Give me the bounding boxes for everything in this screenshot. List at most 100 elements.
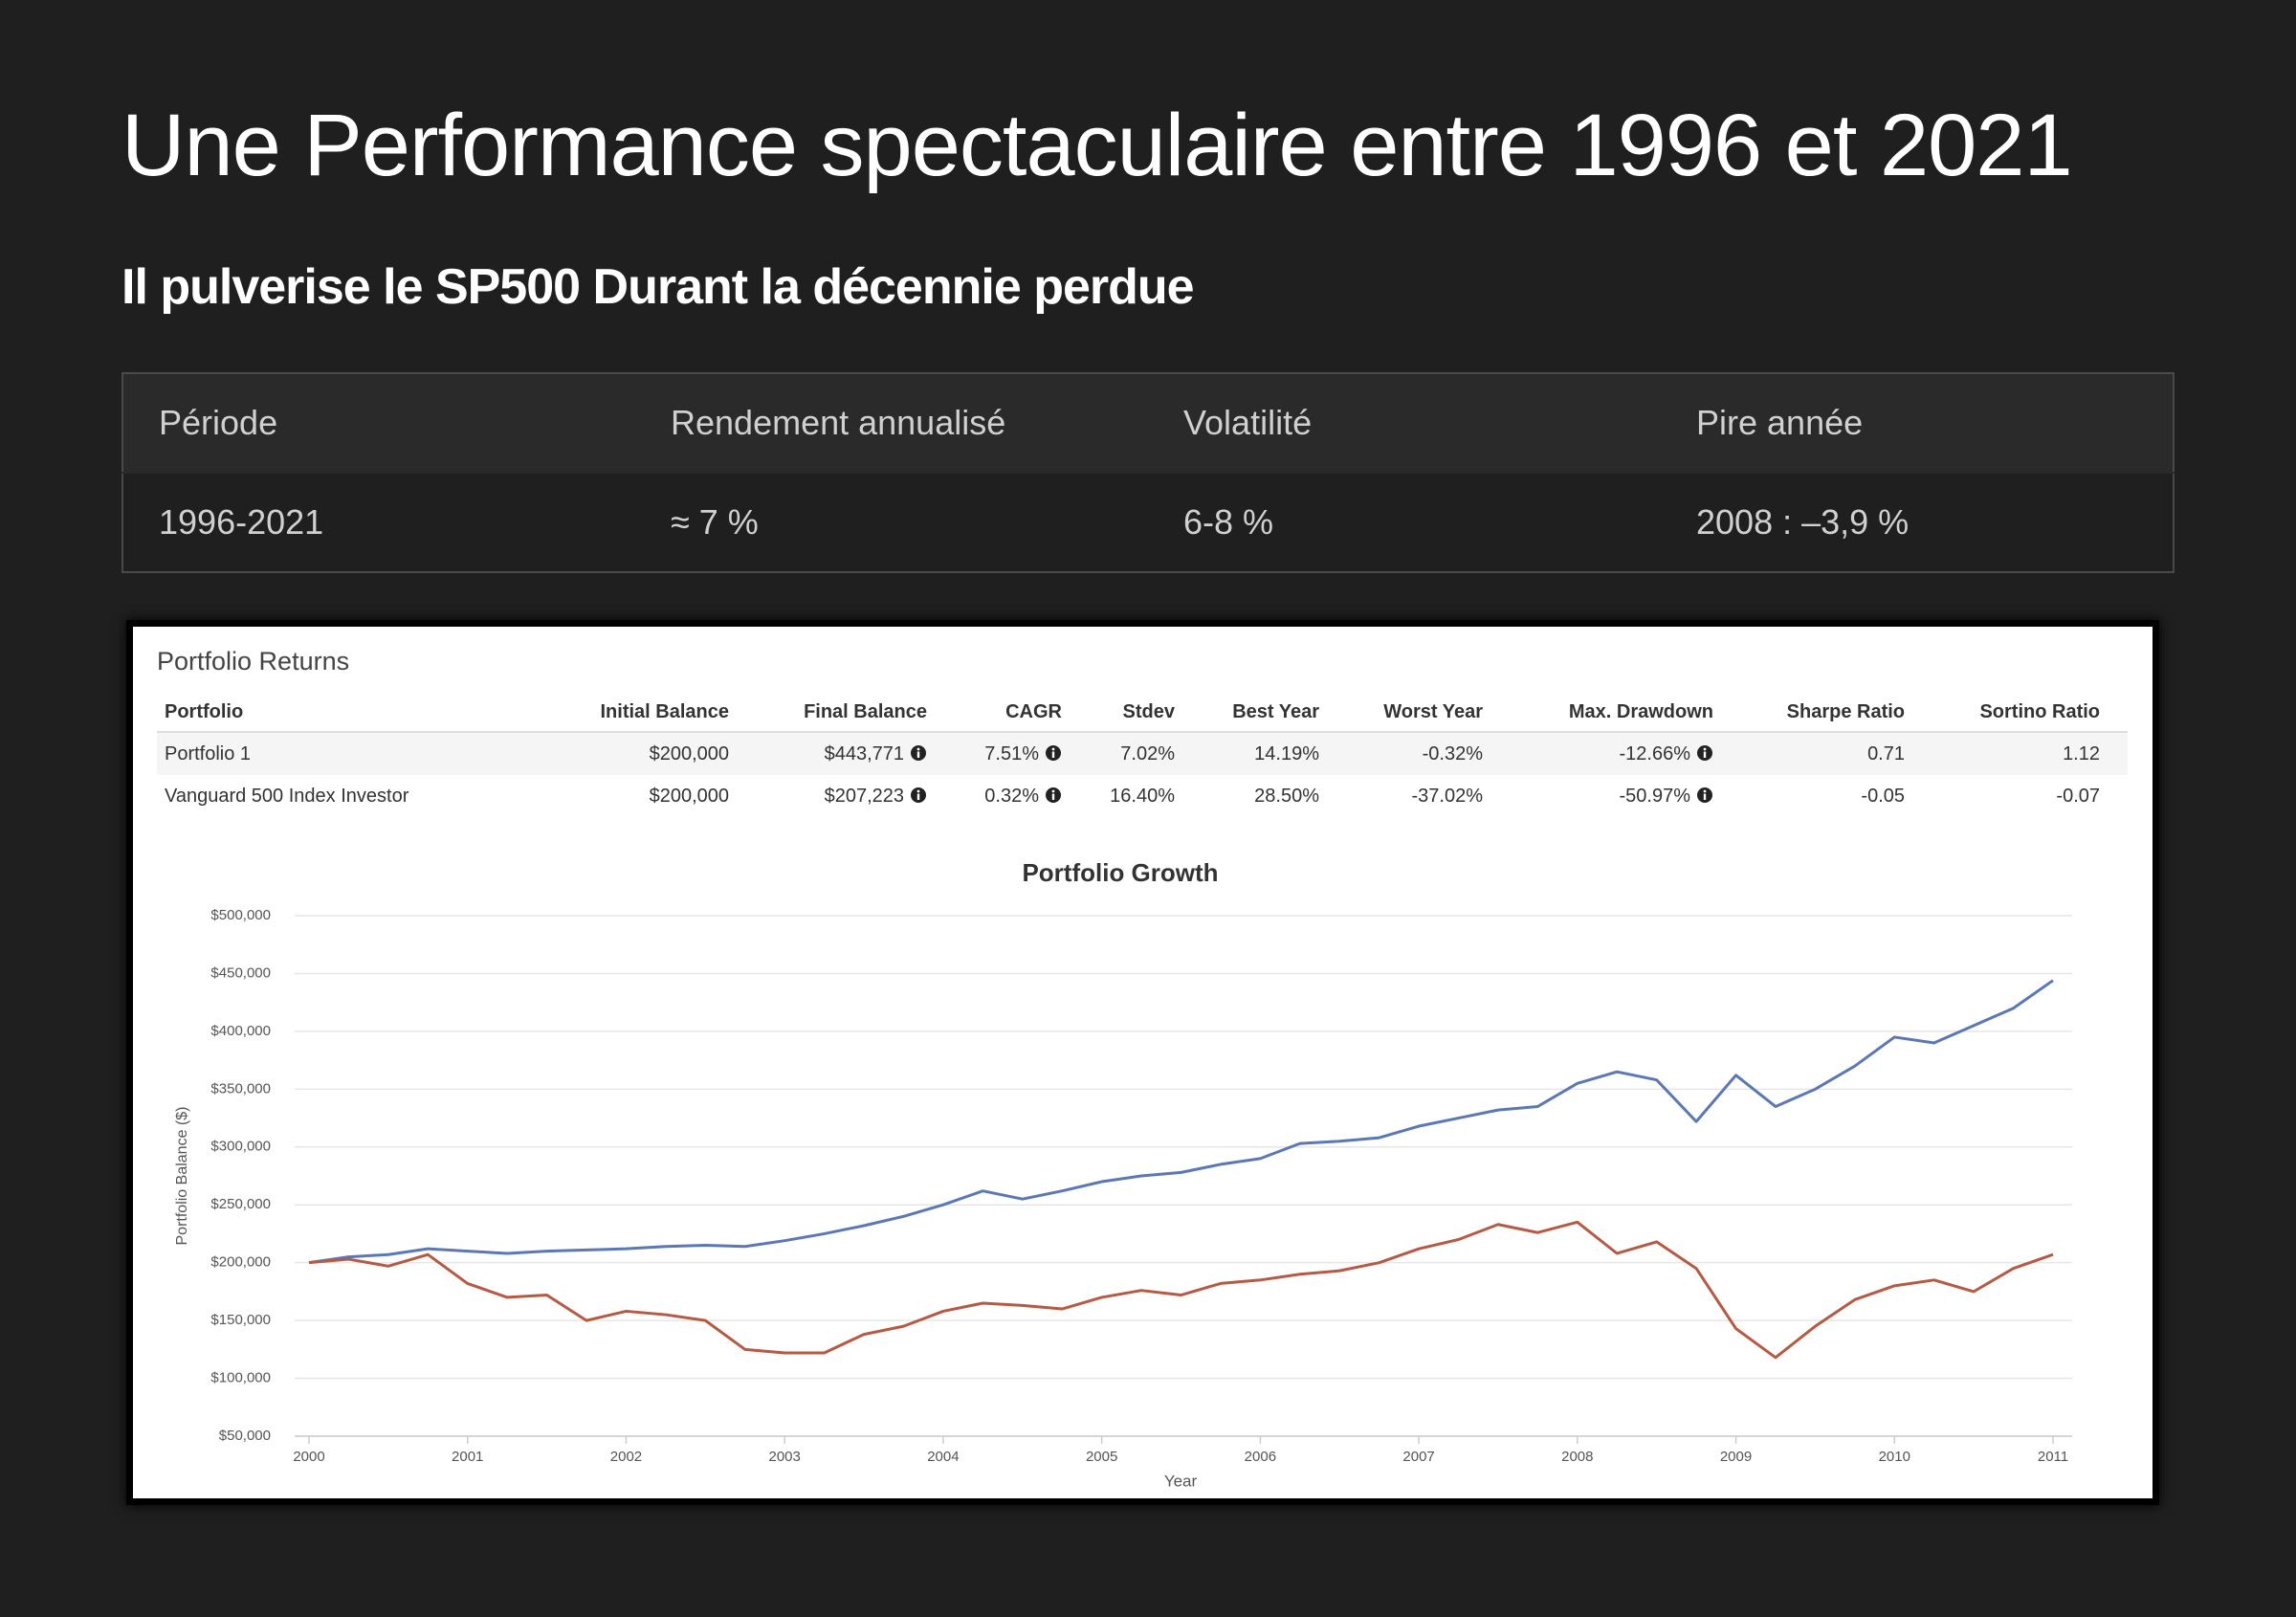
y-tick-label: $300,000	[210, 1139, 271, 1155]
y-tick-label: $150,000	[210, 1312, 271, 1328]
x-tick-label: 2008	[1561, 1449, 1593, 1465]
info-icon	[911, 786, 926, 803]
column-header: Portfolio	[157, 693, 540, 733]
cell: 28.50%	[1175, 775, 1319, 817]
cell: 0.32%	[927, 775, 1062, 817]
info-icon	[1697, 786, 1712, 803]
cell: 14.19%	[1175, 732, 1319, 775]
cell-text: -0.05	[1861, 785, 1905, 807]
cell: 2008 : –3,9 %	[1661, 472, 2174, 572]
cell-text: $200,000	[649, 785, 729, 807]
cell: Portfolio 1	[157, 732, 540, 775]
cell: 16.40%	[1062, 775, 1175, 817]
cell: $443,771	[729, 732, 927, 775]
cell: -0.32%	[1319, 732, 1483, 775]
x-tick-label: 2003	[768, 1449, 800, 1465]
y-tick-label: $100,000	[210, 1370, 271, 1386]
cell: 7.51%	[927, 732, 1062, 775]
cell-text: 0.71	[1867, 742, 1905, 764]
y-tick-label: $500,000	[210, 907, 271, 923]
spacer	[2100, 732, 2128, 775]
cell-text: 28.50%	[1254, 785, 1319, 807]
cell: $207,223	[729, 775, 927, 817]
cell-text: -0.07	[2056, 785, 2100, 807]
summary-table: Période Rendement annualisé Volatilité P…	[121, 372, 2175, 573]
column-header: Worst Year	[1319, 693, 1483, 733]
x-tick-label: 2010	[1879, 1449, 1910, 1465]
info-icon	[1046, 786, 1061, 803]
line-series	[308, 1220, 2054, 1360]
y-tick-label: $400,000	[210, 1023, 271, 1039]
column-header: Sortino Ratio	[1905, 693, 2100, 733]
info-icon	[911, 744, 926, 761]
cell-text: $200,000	[649, 742, 729, 764]
column-header: Période	[122, 373, 635, 473]
x-tick-label: 2001	[452, 1449, 483, 1465]
x-tick-label: 2006	[1245, 1449, 1276, 1465]
header-row: Période Rendement annualisé Volatilité P…	[122, 373, 2174, 473]
cell: $200,000	[540, 775, 729, 817]
column-header: Best Year	[1175, 693, 1319, 733]
x-tick-label: 2004	[927, 1449, 959, 1465]
cell-text: 0.32%	[984, 785, 1039, 807]
cell: -0.05	[1713, 775, 1905, 817]
cell-text: Vanguard 500 Index Investor	[165, 785, 409, 807]
returns-title: Portfolio Returns	[157, 647, 350, 676]
spacer	[2100, 693, 2128, 733]
line-series	[308, 979, 2054, 1265]
y-tick-label: $350,000	[210, 1080, 271, 1096]
cell: -37.02%	[1319, 775, 1484, 817]
y-tick-label: $50,000	[219, 1428, 271, 1444]
cell: 6-8 %	[1148, 472, 1661, 572]
column-header: Volatilité	[1148, 373, 1661, 473]
info-icon	[1046, 744, 1061, 761]
column-header: Final Balance	[729, 693, 927, 733]
cell: Vanguard 500 Index Investor	[157, 775, 540, 817]
cell: 0.71	[1713, 732, 1905, 775]
row: Portfolio 1 $200,000 $443,771 7.51% 7.02% 14.…	[157, 732, 2128, 775]
cell-text: 14.19%	[1254, 742, 1319, 764]
cell-text: -12.66%	[1619, 742, 1691, 764]
x-tick-label: 2000	[293, 1449, 324, 1465]
y-tick-label: $200,000	[210, 1254, 271, 1271]
header-row: Portfolio Initial Balance Final Balance CAG…	[157, 693, 2128, 733]
x-tick-label: 2005	[1086, 1449, 1117, 1465]
cell-text: -37.02%	[1411, 785, 1484, 807]
cell-text: 1.12	[2063, 742, 2100, 764]
subtitle: Il pulverise le SP500 Durant la décennie…	[121, 259, 1195, 315]
info-icon	[1697, 744, 1712, 761]
cell-text: Portfolio 1	[165, 742, 252, 764]
cell: ≈ 7 %	[635, 472, 1148, 572]
x-axis-label: Year	[1164, 1472, 1198, 1490]
y-tick-label: $250,000	[210, 1196, 271, 1212]
column-header: Initial Balance	[540, 693, 729, 733]
cell-text: 7.02%	[1120, 742, 1175, 764]
cell-text: -0.32%	[1422, 742, 1483, 764]
returns-body: Portfolio 1 $200,000 $443,771 7.51% 7.02% 14.…	[157, 732, 2128, 817]
column-header: CAGR	[927, 693, 1062, 733]
cell: -12.66%	[1483, 732, 1713, 775]
cell: 7.02%	[1062, 732, 1175, 775]
cell: $200,000	[540, 732, 729, 775]
x-tick-label: 2007	[1402, 1449, 1434, 1465]
y-tick-label: $450,000	[210, 964, 271, 981]
cell-text: 16.40%	[1110, 785, 1175, 807]
cell: 1.12	[1905, 732, 2100, 775]
column-header: Sharpe Ratio	[1713, 693, 1905, 733]
x-tick-label: 2009	[1720, 1449, 1752, 1465]
cell: -0.07	[1905, 775, 2100, 817]
column-header: Stdev	[1062, 693, 1175, 733]
row: Vanguard 500 Index Investor $200,000 $207,…	[157, 775, 2128, 817]
column-header: Max. Drawdown	[1483, 693, 1713, 733]
returns-table: Portfolio Initial Balance Final Balance CAG…	[157, 693, 2128, 817]
cell: -50.97%	[1483, 775, 1713, 817]
y-axis-label: Portfolio Balance ($)	[174, 1107, 190, 1246]
column-header: Rendement annualisé	[635, 373, 1148, 473]
cell: 1996-2021	[122, 472, 635, 572]
cell-text: -50.97%	[1619, 785, 1691, 807]
cell-text: $443,771	[824, 742, 904, 764]
column-header: Pire année	[1661, 373, 2174, 473]
title: Une Performance spectaculaire entre 1996…	[121, 97, 2073, 194]
